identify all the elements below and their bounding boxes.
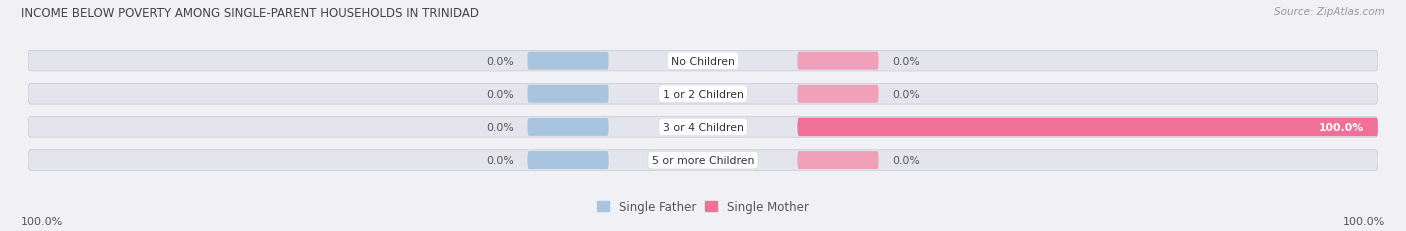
FancyBboxPatch shape: [797, 85, 879, 103]
FancyBboxPatch shape: [28, 84, 1378, 105]
Text: 0.0%: 0.0%: [486, 122, 515, 132]
Text: No Children: No Children: [671, 56, 735, 66]
FancyBboxPatch shape: [797, 152, 879, 169]
FancyBboxPatch shape: [797, 52, 879, 70]
Text: 5 or more Children: 5 or more Children: [652, 155, 754, 165]
FancyBboxPatch shape: [527, 85, 609, 103]
Text: 1 or 2 Children: 1 or 2 Children: [662, 89, 744, 99]
FancyBboxPatch shape: [527, 119, 609, 136]
Text: 0.0%: 0.0%: [891, 89, 920, 99]
Legend: Single Father, Single Mother: Single Father, Single Mother: [598, 200, 808, 213]
Text: 3 or 4 Children: 3 or 4 Children: [662, 122, 744, 132]
FancyBboxPatch shape: [527, 152, 609, 169]
FancyBboxPatch shape: [28, 150, 1378, 171]
Text: Source: ZipAtlas.com: Source: ZipAtlas.com: [1274, 7, 1385, 17]
FancyBboxPatch shape: [527, 52, 609, 70]
FancyBboxPatch shape: [28, 51, 1378, 72]
Text: 100.0%: 100.0%: [1319, 122, 1364, 132]
Text: 0.0%: 0.0%: [486, 56, 515, 66]
Text: 0.0%: 0.0%: [891, 56, 920, 66]
Text: 0.0%: 0.0%: [486, 89, 515, 99]
Text: 0.0%: 0.0%: [891, 155, 920, 165]
FancyBboxPatch shape: [797, 118, 1378, 137]
FancyBboxPatch shape: [28, 117, 1378, 138]
Text: 100.0%: 100.0%: [21, 216, 63, 226]
Text: 0.0%: 0.0%: [486, 155, 515, 165]
Text: INCOME BELOW POVERTY AMONG SINGLE-PARENT HOUSEHOLDS IN TRINIDAD: INCOME BELOW POVERTY AMONG SINGLE-PARENT…: [21, 7, 479, 20]
Text: 100.0%: 100.0%: [1343, 216, 1385, 226]
